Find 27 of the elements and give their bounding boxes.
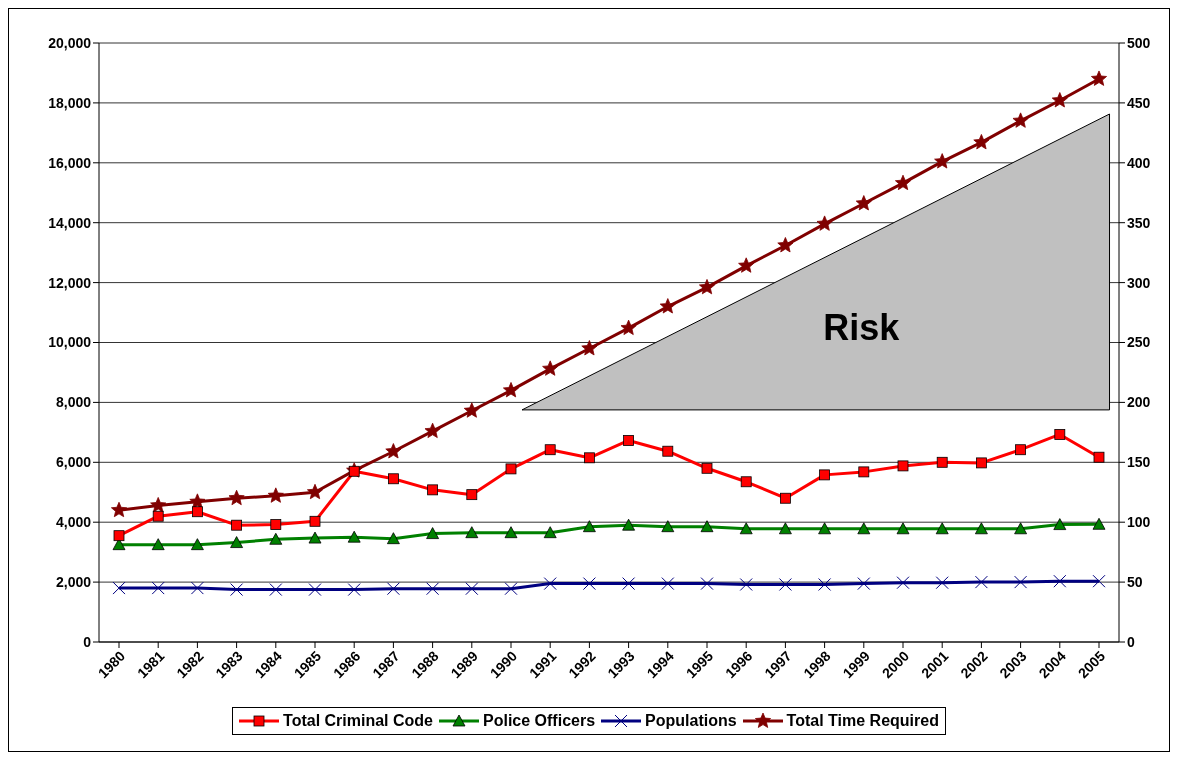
y2-tick-label: 200	[1127, 394, 1151, 411]
legend-label: Populations	[644, 712, 737, 730]
y-tick-label: 10,000	[48, 334, 92, 351]
y2-tick-label: 500	[1127, 34, 1151, 51]
y2-tick-label: 150	[1127, 454, 1151, 471]
y2-tick-label: 450	[1127, 94, 1151, 111]
y2-tick-label: 250	[1127, 334, 1151, 351]
legend-label: Police Officers	[482, 712, 596, 730]
y-tick-label: 2,000	[55, 574, 92, 591]
y-tick-label: 14,000	[48, 214, 92, 231]
y2-tick-label: 300	[1127, 274, 1151, 291]
y-tick-label: 20,000	[48, 34, 92, 51]
y-tick-label: 0	[83, 633, 92, 650]
y-tick-label: 4,000	[55, 514, 92, 531]
y2-tick-label: 100	[1127, 514, 1151, 531]
y2-tick-label: 350	[1127, 214, 1151, 231]
y-tick-label: 12,000	[48, 274, 92, 291]
y2-tick-label: 0	[1127, 633, 1135, 650]
legend-label: Total Criminal Code	[282, 712, 433, 730]
y-tick-label: 8,000	[55, 394, 92, 411]
y-tick-label: 6,000	[55, 454, 92, 471]
y2-tick-label: 400	[1127, 154, 1151, 171]
y-tick-label: 18,000	[48, 94, 92, 111]
y-tick-label: 16,000	[48, 154, 92, 171]
y2-tick-label: 50	[1127, 574, 1143, 591]
legend-label: Total Time Required	[785, 712, 939, 730]
annotation: Risk	[823, 306, 900, 349]
